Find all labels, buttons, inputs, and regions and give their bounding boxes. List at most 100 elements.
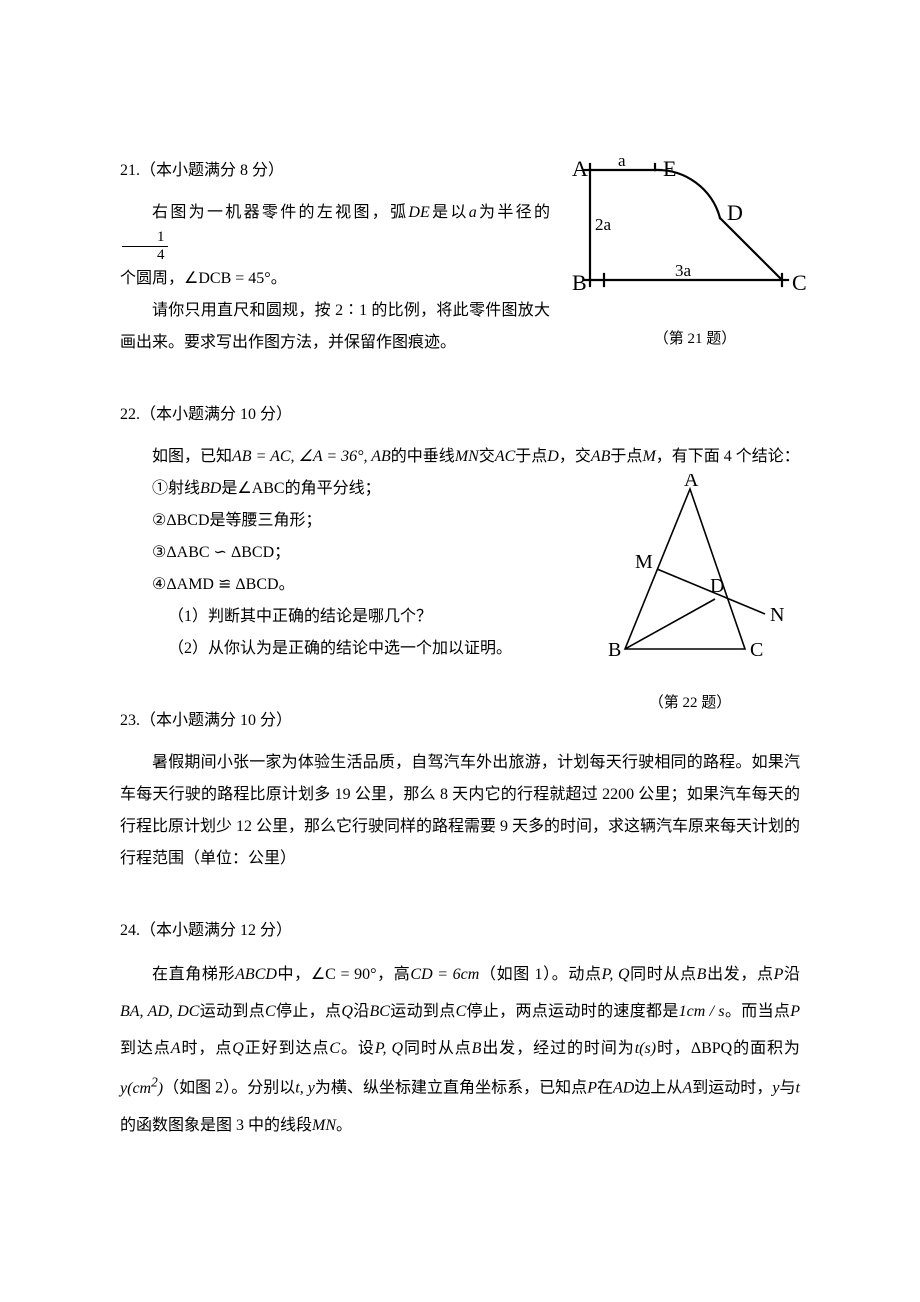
t: 是等腰三角形； <box>210 512 322 529</box>
label-a: a <box>618 151 626 170</box>
t: 沿 <box>783 966 800 983</box>
cd-6cm: CD = 6cm <box>410 966 479 983</box>
abcd: ABCD <box>235 966 277 983</box>
t: 运动到点 <box>199 1003 265 1020</box>
label-B: B <box>608 639 621 661</box>
t: 中， <box>277 966 311 983</box>
problem-22-head: 22.（本小题满分 10 分） <box>120 399 800 431</box>
a: A <box>171 1040 181 1057</box>
p22-item2: ②ΔBCD是等腰三角形； <box>120 505 550 537</box>
bd: BD <box>200 480 221 497</box>
t: 交 <box>479 448 495 465</box>
t: 是以 <box>430 204 469 221</box>
sq: 2 <box>151 1074 158 1089</box>
p21-line2: 个圆周，∠DCB = 45°。 <box>120 263 550 295</box>
t: 停止，点 <box>276 1003 342 1020</box>
speed: 1cm / s <box>679 1003 725 1020</box>
t: 。设 <box>340 1040 375 1057</box>
t: 为半径的 <box>477 204 550 221</box>
t: 。而当点 <box>725 1003 791 1020</box>
t: 到达点 <box>120 1040 171 1057</box>
m: M <box>642 448 655 465</box>
a2: A <box>682 1080 692 1097</box>
t-s: t(s) <box>635 1040 656 1057</box>
t: 出发，经过的时间为 <box>481 1040 634 1057</box>
c: C <box>265 1003 276 1020</box>
p2: P <box>790 1003 800 1020</box>
t: 的面积为 <box>732 1040 800 1057</box>
t: 。 <box>279 576 295 593</box>
p22-item3: ③ΔABC ∽ ΔBCD； <box>120 537 550 569</box>
label-D: D <box>710 575 724 597</box>
tri-bpq: ΔBPQ <box>691 1040 732 1057</box>
t: ④ <box>152 576 166 593</box>
p22-q1: （1）判断其中正确的结论是哪几个？ <box>120 601 550 633</box>
t: 正好到达点 <box>244 1040 330 1057</box>
t: 。 <box>336 1117 352 1134</box>
t: （如图 2）。分别以 <box>163 1080 295 1097</box>
figure-21-svg: A E B C D a 2a 3a <box>570 150 820 310</box>
t: 个圆周， <box>120 270 184 287</box>
pq2: P, Q <box>375 1040 403 1057</box>
t: 在 <box>597 1080 613 1097</box>
cong-amd-bcd: ΔAMD ≌ ΔBCD <box>166 576 278 593</box>
problem-21: 21.（本小题满分 8 分） <box>120 155 800 359</box>
p24-body: 在直角梯形ABCD中，∠C = 90°，高CD = 6cm（如图 1）。动点P,… <box>120 957 800 1144</box>
radius-a: a <box>469 204 477 221</box>
p22-item4: ④ΔAMD ≌ ΔBCD。 <box>120 569 550 601</box>
expr-ab-ac: AB = AC, ∠A = 36°, AB <box>232 448 391 465</box>
tri-bcd: ΔBCD <box>166 512 209 529</box>
t: ； <box>274 544 290 561</box>
label-A: A <box>684 474 699 491</box>
ad: AD <box>613 1080 634 1097</box>
ac: AC <box>495 448 515 465</box>
figure-22: A B C M D N （第 22 题） <box>570 474 810 718</box>
t: ，高 <box>377 966 411 983</box>
q2: Q <box>232 1040 244 1057</box>
b2: B <box>472 1040 482 1057</box>
p21-line3: 请你只用直尺和圆规，按 2∶1 的比例，将此零件图放大画出来。要求写出作图方法，… <box>120 295 550 359</box>
angle-dcb: ∠DCB = 45° <box>184 270 271 287</box>
figure-21: A E B C D a 2a 3a （第 21 题） <box>570 150 820 354</box>
t: ③ <box>152 544 166 561</box>
t: 停止，两点运动时的速度都是 <box>466 1003 678 1020</box>
c2: C <box>456 1003 467 1020</box>
t: ，交 <box>559 448 591 465</box>
t: 时， <box>656 1040 691 1057</box>
y-cm2: y(cm2) <box>120 1080 163 1097</box>
label-M: M <box>635 551 653 573</box>
y: y <box>120 1080 127 1097</box>
t: 的函数图象是图 3 中的线段 <box>120 1117 312 1134</box>
t: 是 <box>221 480 237 497</box>
d: D <box>547 448 559 465</box>
t: 的角平分线； <box>285 480 381 497</box>
problem-23-head: 23.（本小题满分 10 分） <box>120 705 800 737</box>
page: 21.（本小题满分 8 分） <box>0 0 920 1302</box>
label-E: E <box>663 156 676 181</box>
problem-23: 23.（本小题满分 10 分） 暑假期间小张一家为体验生活品质，自驾汽车外出旅游… <box>120 705 800 875</box>
figure-22-svg: A B C M D N <box>570 474 810 674</box>
frac-num: 1 <box>122 229 168 247</box>
t: 为横、纵坐标建立直角坐标系，已知点 <box>315 1080 587 1097</box>
p23-body: 暑假期间小张一家为体验生活品质，自驾汽车外出旅游，计划每天行驶相同的路程。如果汽… <box>120 747 800 875</box>
t: 运动到点 <box>390 1003 456 1020</box>
q: Q <box>341 1003 353 1020</box>
p21-line1: 右图为一机器零件的左视图，弧DE是以a为半径的14 <box>120 197 550 263</box>
sim-abc-bcd: ΔABC ∽ ΔBCD <box>166 544 274 561</box>
t: 右图为一机器零件的左视图，弧 <box>152 204 408 221</box>
t: 。 <box>271 270 287 287</box>
b: B <box>697 966 707 983</box>
label-A: A <box>572 156 588 181</box>
t: 于点 <box>515 448 547 465</box>
problem-24-head: 24.（本小题满分 12 分） <box>120 915 800 947</box>
label-C: C <box>792 270 807 295</box>
label-2a: 2a <box>595 215 612 234</box>
t-y: t, y <box>295 1080 315 1097</box>
problem-24: 24.（本小题满分 12 分） 在直角梯形ABCD中，∠C = 90°，高CD … <box>120 915 800 1144</box>
ab: AB <box>591 448 611 465</box>
t: 与 <box>779 1080 795 1097</box>
cm: cm <box>132 1080 151 1097</box>
p22-intro: 如图，已知AB = AC, ∠A = 36°, AB的中垂线MN交AC于点D，交… <box>120 441 800 473</box>
bc: BC <box>370 1003 390 1020</box>
t: 出发，点 <box>706 966 773 983</box>
